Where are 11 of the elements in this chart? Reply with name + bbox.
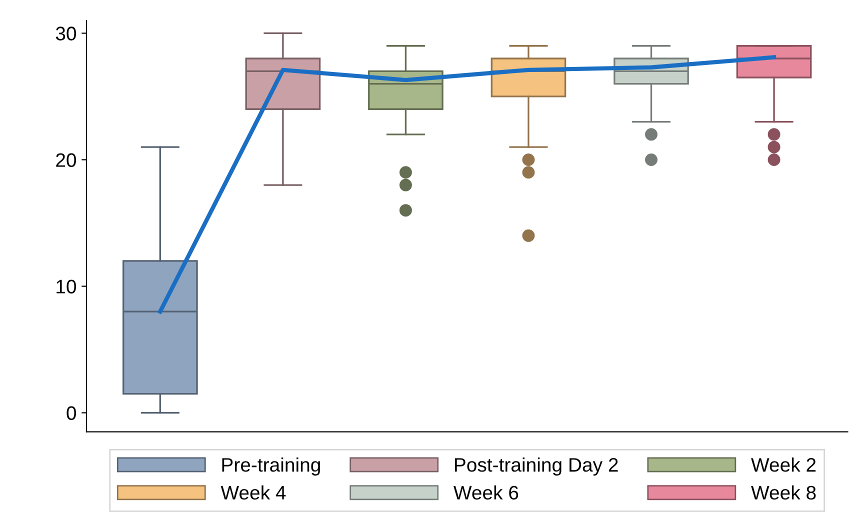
legend-label: Week 4 (220, 485, 286, 500)
line-series (158, 55, 776, 314)
y-tick-label: 20 (56, 153, 76, 167)
legend-label: Week 2 (751, 457, 816, 472)
y-tick-label: 30 (56, 26, 76, 40)
y-tick-label: 0 (66, 406, 76, 420)
legend-label: Week 8 (751, 485, 816, 500)
legend-label: Pre-training (222, 457, 320, 476)
y-tick-label: 10 (56, 280, 76, 294)
legend-label: Week 6 (454, 485, 518, 500)
legend-label: Post-training Day 2 (455, 457, 618, 476)
